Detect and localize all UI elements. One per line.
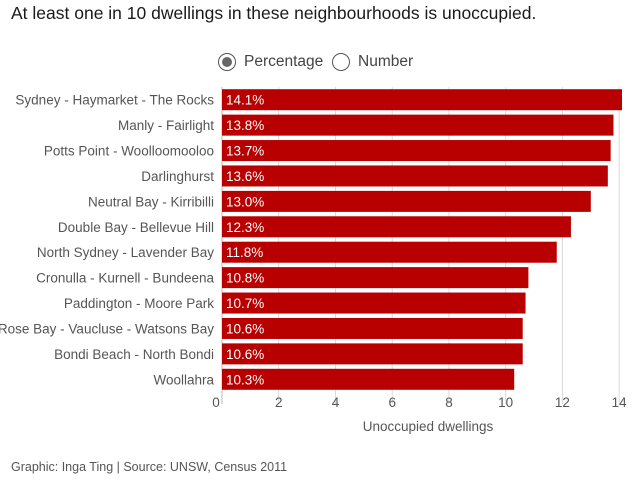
x-tick-label: 10	[498, 395, 513, 410]
bar-value-label: 10.6%	[226, 321, 264, 336]
bar-value-label: 11.8%	[226, 245, 263, 260]
x-axis-title: Unoccupied dwellings	[363, 419, 494, 434]
x-tick-label: 12	[555, 395, 570, 410]
bar[interactable]	[222, 190, 591, 212]
x-tick-label: 8	[445, 395, 453, 410]
category-label: Rose Bay - Vaucluse - Watsons Bay	[0, 321, 214, 336]
bar-value-label: 10.7%	[226, 296, 264, 311]
x-tick-label: 14	[612, 395, 628, 410]
bar-value-label: 10.3%	[226, 372, 264, 387]
x-tick-label: 0	[212, 395, 220, 410]
category-label: Cronulla - Kurnell - Bundeena	[36, 271, 214, 286]
radio-number-circle[interactable]	[332, 53, 350, 71]
category-label: Darlinghurst	[141, 169, 214, 184]
bar[interactable]	[222, 89, 622, 111]
bar-chart: 14.1% Sydney - Haymarket - The Rocks 13.8%…	[0, 87, 628, 434]
radio-percentage[interactable]: Percentage	[218, 53, 323, 71]
category-label: Sydney - Haymarket - The Rocks	[15, 93, 214, 108]
bar-value-label: 13.0%	[226, 194, 264, 209]
bar-value-label: 14.1%	[226, 93, 264, 108]
radio-number-label: Number	[358, 53, 414, 70]
bar-value-label: 10.6%	[226, 347, 264, 362]
bar[interactable]	[222, 317, 523, 339]
category-label: Double Bay - Bellevue Hill	[58, 220, 214, 235]
radio-percentage-label: Percentage	[244, 53, 324, 70]
x-tick-label: 2	[275, 395, 283, 410]
bar[interactable]	[222, 343, 523, 365]
bar-value-label: 13.6%	[226, 169, 264, 184]
bar[interactable]	[222, 267, 529, 289]
x-tick-label: 6	[388, 395, 396, 410]
category-label: Potts Point - Woolloomooloo	[44, 144, 214, 159]
radio-number[interactable]: Number	[332, 53, 413, 71]
category-label: Bondi Beach - North Bondi	[54, 347, 214, 362]
radio-selected-dot	[222, 57, 232, 67]
metric-toggle: Percentage Number	[0, 53, 632, 75]
bar[interactable]	[222, 216, 571, 238]
chart-title: At least one in 10 dwellings in these ne…	[11, 3, 537, 23]
footer-credit: Graphic: Inga Ting | Source: UNSW, Censu…	[11, 460, 288, 474]
bar[interactable]	[222, 292, 526, 314]
bar-value-label: 12.3%	[226, 220, 264, 235]
x-tick-label: 4	[332, 395, 340, 410]
category-label: Paddington - Moore Park	[64, 296, 214, 311]
category-label: Woollahra	[153, 372, 214, 387]
bar-value-label: 10.8%	[226, 271, 264, 286]
bar[interactable]	[222, 165, 608, 187]
category-label: Manly - Fairlight	[118, 118, 214, 133]
bar[interactable]	[222, 241, 557, 263]
bar[interactable]	[222, 114, 614, 136]
bar-value-label: 13.8%	[226, 118, 264, 133]
radio-percentage-circle[interactable]	[218, 53, 236, 71]
category-label: Neutral Bay - Kirribilli	[88, 194, 214, 209]
category-label: North Sydney - Lavender Bay	[37, 245, 214, 260]
bar-value-label: 13.7%	[226, 144, 264, 159]
bar[interactable]	[222, 368, 515, 390]
bar[interactable]	[222, 140, 611, 162]
